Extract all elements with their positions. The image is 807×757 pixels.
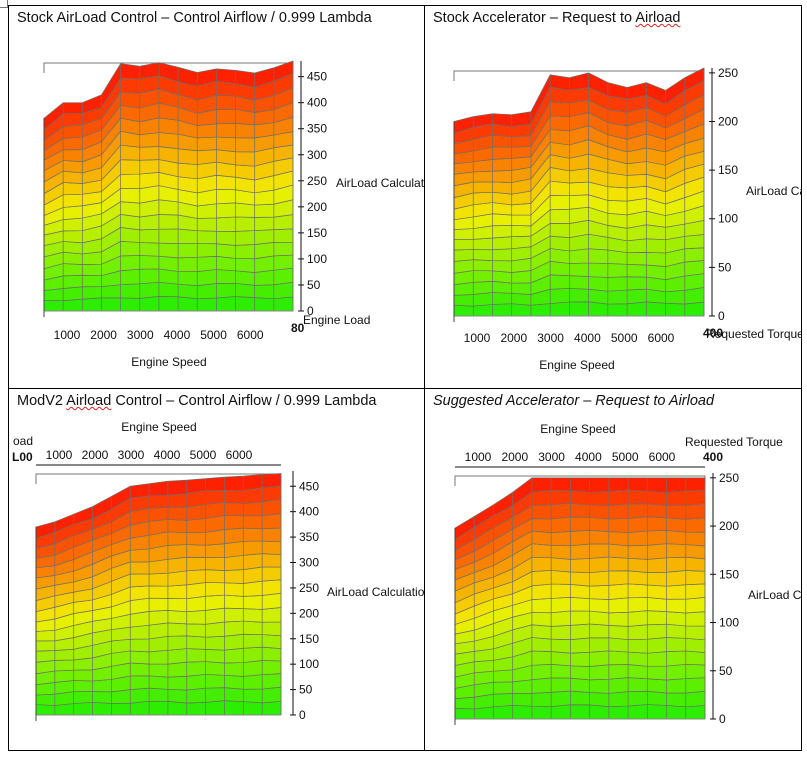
x-tick-label: 2000 (90, 328, 117, 342)
z-tick-label: 100 (719, 616, 739, 630)
surface-chart-stock-airload: 0 50 100 150 200 250 300 350 400 450 AirLoad Calcu… (43, 60, 424, 369)
y-corner-tick-label: L00 (12, 450, 33, 464)
x-tick-label: 6000 (649, 450, 676, 464)
y-corner-tick-label: 80 (291, 321, 305, 335)
x-tick-label: 3000 (118, 448, 145, 462)
z-tick-label: 250 (299, 581, 319, 595)
chart-title: ModV2 Airload Control – Control Airflow … (17, 393, 376, 409)
z-tick-label: 350 (307, 122, 327, 136)
z-tick-label: 100 (299, 657, 319, 671)
x-tick-label: 5000 (611, 331, 638, 345)
z-tick-label: 400 (299, 505, 319, 519)
x-axis-label: Engine Speed (121, 420, 196, 434)
z-tick-label: 150 (719, 567, 739, 581)
x-axis-label: Engine Speed (540, 422, 615, 436)
title-text: Suggested Accelerator – Request to Airlo… (433, 393, 715, 409)
y-axis-label: Requested Torque (685, 435, 783, 449)
x-tick-label: 2000 (500, 331, 527, 345)
cell-modv2-airload-control: ModV2 Airload Control – Control Airflow … (9, 389, 424, 750)
title-text: Stock AirLoad Control – Control Airflow … (17, 10, 372, 26)
z-tick-label: 200 (719, 519, 739, 533)
x-tick-label: 2000 (82, 448, 109, 462)
x-tick-label: 5000 (612, 450, 639, 464)
title-text: Airload (635, 10, 681, 26)
z-tick-label: 50 (307, 278, 321, 292)
z-axis-label: AirLoad Ca (746, 184, 801, 198)
z-tick-label: 150 (307, 226, 327, 240)
y-axis-label: oad (13, 434, 33, 448)
z-tick-label: 150 (718, 163, 738, 177)
z-tick-label: 100 (307, 252, 327, 266)
table-divider-vertical (424, 5, 425, 751)
title-text: Control – Control Airflow / 0.999 Lambda (111, 393, 377, 409)
cell-suggested-accelerator: Suggested Accelerator – Request to Airlo… (425, 389, 801, 750)
z-tick-label: 300 (299, 556, 319, 570)
z-tick-label: 0 (719, 712, 726, 726)
x-tick-label: 1000 (46, 448, 73, 462)
surface-chart-suggested-accelerator: 0 50 100 150 200 250 AirLoad C 1000 2000 3000 4000… (454, 422, 801, 726)
z-tick-label: 250 (718, 66, 738, 80)
x-tick-label: 6000 (648, 331, 675, 345)
comparison-table (8, 5, 802, 751)
x-axis-label: Engine Speed (539, 358, 614, 372)
y-axis-label: Requested Torque (706, 327, 801, 341)
z-axis-label: AirLoad C (748, 588, 801, 602)
surface-bands (35, 473, 282, 716)
z-axis-label: AirLoad Calculation (327, 585, 424, 599)
x-tick-label: 4000 (575, 450, 602, 464)
z-axis-label: AirLoad Calculati (336, 176, 424, 190)
x-tick-label: 5000 (200, 328, 227, 342)
z-tick-label: 0 (307, 304, 314, 318)
z-tick-label: 250 (719, 471, 739, 485)
x-tick-label: 1000 (54, 328, 81, 342)
x-tick-label: 1000 (465, 450, 492, 464)
y-axis-label: Engine Load (303, 313, 370, 327)
z-tick-label: 400 (307, 96, 327, 110)
z-tick-label: 50 (718, 260, 732, 274)
cell-stock-airload-control: Stock AirLoad Control – Control Airflow … (9, 6, 424, 388)
x-tick-label: 4000 (164, 328, 191, 342)
chart-title: Suggested Accelerator – Request to Airlo… (433, 393, 714, 409)
surface-bands (454, 477, 706, 720)
x-tick-label: 3000 (127, 328, 154, 342)
x-axis-label: Engine Speed (131, 355, 206, 369)
z-tick-label: 300 (307, 148, 327, 162)
z-tick-label: 200 (307, 200, 327, 214)
x-tick-label: 3000 (538, 450, 565, 464)
title-text: ModV2 (17, 393, 67, 409)
surface-bands (453, 67, 705, 317)
x-tick-label: 6000 (226, 448, 253, 462)
chart-title: Stock AirLoad Control – Control Airflow … (17, 10, 372, 26)
table-corner-mark (0, 0, 8, 8)
z-tick-label: 200 (299, 606, 319, 620)
z-tick-label: 50 (719, 664, 733, 678)
z-tick-label: 50 (299, 683, 313, 697)
y-corner-tick-label: 400 (703, 326, 723, 340)
z-tick-label: 350 (299, 530, 319, 544)
x-tick-label: 3000 (537, 331, 564, 345)
x-tick-label: 6000 (237, 328, 264, 342)
z-tick-label: 250 (307, 174, 327, 188)
title-text: Airload (66, 393, 112, 409)
z-tick-label: 0 (718, 309, 725, 323)
surface-chart-modv2-airload: 0 50 100 150 200 250 300 350 400 450 AirLoad Calcu… (12, 420, 424, 722)
z-tick-label: 200 (718, 114, 738, 128)
table-divider-horizontal (8, 388, 802, 389)
x-tick-label: 1000 (464, 331, 491, 345)
z-tick-label: 100 (718, 212, 738, 226)
z-tick-label: 450 (307, 70, 327, 84)
chart-title: Stock Accelerator – Request to Airload (433, 10, 680, 26)
z-tick-label: 150 (299, 632, 319, 646)
z-tick-label: 450 (299, 479, 319, 493)
x-tick-label: 5000 (190, 448, 217, 462)
z-tick-label: 0 (299, 708, 306, 722)
x-tick-label: 4000 (154, 448, 181, 462)
x-tick-label: 4000 (574, 331, 601, 345)
surface-bands (43, 60, 294, 312)
surface-chart-stock-accelerator: 0 50 100 150 200 250 AirLoad Ca 1000 2000 3000 400… (453, 66, 801, 372)
x-tick-label: 2000 (501, 450, 528, 464)
y-corner-tick-label: 400 (703, 450, 723, 464)
cell-stock-accelerator: Stock Accelerator – Request to Airload 0… (425, 6, 801, 388)
title-text: Stock Accelerator – Request to (433, 10, 636, 26)
